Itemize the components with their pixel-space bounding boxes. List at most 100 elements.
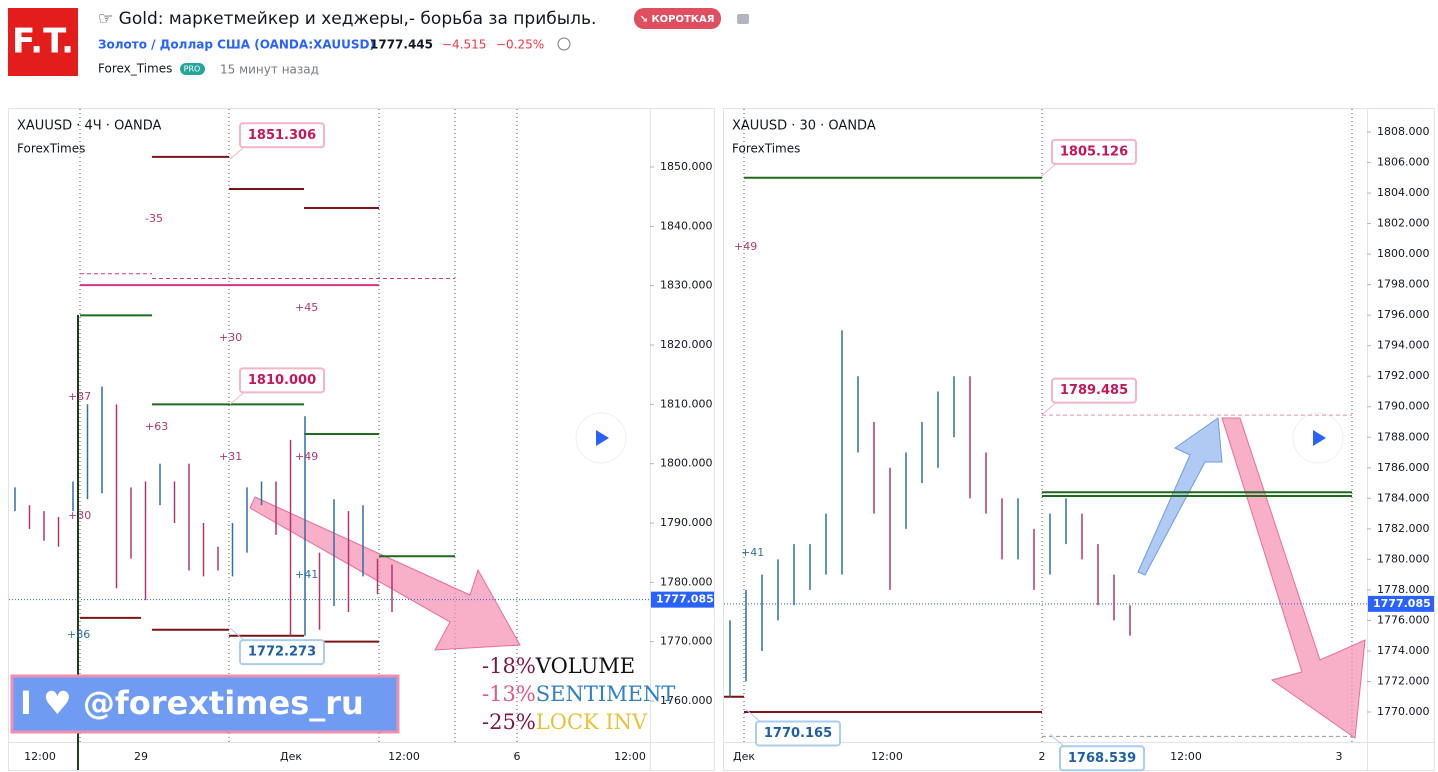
- callout-label: 1810.000: [248, 373, 316, 388]
- metric: -18%VOLUME: [482, 654, 635, 678]
- metric-pct: -18%: [482, 654, 536, 678]
- y-tick-label: 1794.000: [1377, 339, 1430, 352]
- x-tick-label: Дек: [280, 750, 302, 763]
- y-tick-label: 1776.000: [1377, 613, 1430, 626]
- y-tick-label: 1774.000: [1377, 644, 1430, 657]
- idea-title: ☞ Gold: маркетмейкер и хеджеры,- борьба …: [98, 9, 596, 29]
- callout-label: 1772.273: [248, 645, 316, 660]
- callout-box: [1059, 745, 1145, 772]
- y-tick-label: 1760.000: [660, 694, 713, 707]
- change: −4.515: [442, 38, 486, 52]
- logo: [8, 8, 78, 76]
- x-tick-label: 12:00: [871, 750, 903, 763]
- metric-name: VOLUME: [535, 654, 635, 678]
- x-tick-label: 12:00: [24, 750, 56, 763]
- y-tick-label: 1782.000: [1377, 522, 1430, 535]
- note: +30: [68, 509, 91, 522]
- y-tick-label: 1850.000: [660, 160, 713, 173]
- note: +86: [67, 628, 90, 641]
- note: +63: [145, 420, 168, 433]
- badge-text: ↘ КОРОТКАЯ: [640, 14, 715, 25]
- price-tag-text: 1777.085: [1373, 597, 1431, 610]
- author[interactable]: Forex_Times: [98, 62, 172, 76]
- pro-text: PRO: [184, 65, 201, 74]
- y-tick-label: 1770.000: [1377, 705, 1430, 718]
- x-tick-label: Дек: [733, 750, 755, 763]
- callout-pointer: [229, 627, 245, 641]
- callout-label: 1789.485: [1060, 383, 1128, 398]
- play-icon: [596, 430, 609, 446]
- callout-label: 1768.539: [1068, 751, 1136, 766]
- y-tick-label: 1780.000: [1377, 552, 1430, 565]
- x-tick-label: 2: [1039, 750, 1046, 763]
- y-tick-label: 1788.000: [1377, 430, 1430, 443]
- lock-icon: [737, 14, 749, 24]
- play-icon: [1313, 430, 1326, 446]
- callout-label: 1770.165: [764, 726, 832, 741]
- y-tick-label: 1800.000: [1377, 247, 1430, 260]
- y-tick-label: 1778.000: [1377, 583, 1430, 596]
- metric-name: SENTIMENT: [536, 682, 676, 706]
- chart-author: ForexTimes: [732, 142, 800, 156]
- callout-pointer: [1049, 733, 1065, 747]
- session-lines: [79, 109, 1353, 742]
- badge: [634, 8, 721, 29]
- change-pct: −0.25%: [496, 38, 544, 52]
- x-tick-label: 12:00: [388, 750, 420, 763]
- callout-pointer: [1041, 402, 1057, 415]
- note: +31: [219, 450, 242, 463]
- arrow-down: [1221, 417, 1366, 739]
- y-tick-label: 1802.000: [1377, 217, 1430, 230]
- chart-title: XAUUSD · 4Ч · OANDA: [17, 119, 161, 134]
- note: +49: [734, 240, 757, 253]
- y-tick-label: 1780.000: [660, 575, 713, 588]
- metric-pct: -25%: [482, 710, 536, 734]
- chart-author: ForexTimes: [17, 142, 85, 156]
- price-tag: [1368, 595, 1434, 612]
- y-tick-label: 1790.000: [660, 516, 713, 529]
- logo-text: F.T.: [12, 22, 74, 62]
- callout-box: [239, 122, 325, 149]
- y-tick-label: 1790.000: [1377, 400, 1430, 413]
- metric-pct: -13%: [482, 682, 536, 706]
- y-tick-label: 1800.000: [660, 457, 713, 470]
- metric-name: LOCK INV: [536, 710, 648, 734]
- y-tick-label: 1840.000: [660, 219, 713, 232]
- time-ago: 15 минут назад: [220, 63, 319, 77]
- pro-badge: [180, 63, 205, 75]
- alert-icon[interactable]: [557, 37, 571, 51]
- x-tick-label: 12:00: [1170, 750, 1202, 763]
- x-tick-label: 3: [1336, 750, 1343, 763]
- note: +41: [295, 568, 318, 581]
- price-tag: [651, 591, 714, 608]
- chart-title: XAUUSD · 30 · OANDA: [732, 119, 876, 134]
- callout-pointer: [229, 391, 245, 405]
- y-tick-label: 1770.000: [660, 635, 713, 648]
- note: +49: [295, 450, 318, 463]
- y-tick-label: 1792.000: [1377, 369, 1430, 382]
- y-tick-label: 1784.000: [1377, 491, 1430, 504]
- y-tick-label: 1786.000: [1377, 461, 1430, 474]
- note: +37: [68, 390, 91, 403]
- x-tick-label: 29: [134, 750, 148, 763]
- callout-box: [239, 367, 325, 394]
- y-tick-label: 1806.000: [1377, 156, 1430, 169]
- arrow-down: [249, 496, 521, 651]
- callout-box: [239, 639, 325, 666]
- metric: -13%SENTIMENT: [482, 682, 675, 706]
- banner: [10, 674, 400, 734]
- callout-pointer: [229, 146, 245, 160]
- callout-pointer: [1041, 163, 1057, 177]
- note: +45: [295, 301, 318, 314]
- y-tick-label: 1830.000: [660, 279, 713, 292]
- y-tick-label: 1772.000: [1377, 674, 1430, 687]
- price-tag-text: 1777.085: [656, 593, 714, 606]
- y-tick-label: 1810.000: [660, 397, 713, 410]
- metric: -25%LOCK INV: [482, 710, 648, 734]
- symbol-link[interactable]: Золото / Доллар США (OANDA:XAUUSD): [98, 38, 375, 52]
- x-tick-label: 12:00: [614, 750, 646, 763]
- callout-box: [1051, 377, 1137, 404]
- y-tick-label: 1798.000: [1377, 278, 1430, 291]
